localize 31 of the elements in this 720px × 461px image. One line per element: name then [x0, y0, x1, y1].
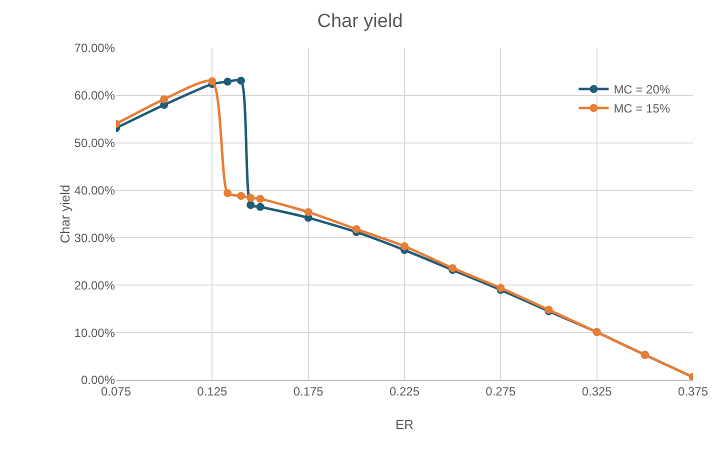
y-axis-title: Char yield: [57, 184, 72, 244]
x-axis-title: ER: [395, 417, 414, 432]
x-tick-label: 0.225: [389, 384, 420, 398]
point: [256, 202, 264, 211]
point: [246, 200, 255, 209]
y-tick-label: 70.00%: [74, 41, 116, 56]
y-tick-label: 10.00%: [74, 326, 116, 340]
point: [224, 189, 232, 198]
point: [400, 242, 408, 250]
chart-title: Char yield: [317, 11, 403, 32]
point: [160, 95, 168, 104]
y-tick-label: 60.00%: [74, 88, 116, 103]
x-tick-label: 0.125: [197, 384, 228, 398]
y-tick-label: 40.00%: [74, 183, 116, 198]
point: [256, 194, 264, 203]
x-tick-label: 0.175: [293, 384, 324, 398]
y-tick-label: 50.00%: [74, 136, 116, 150]
y-tick-label: 30.00%: [74, 230, 116, 245]
point: [352, 225, 360, 234]
point: [224, 78, 232, 86]
legend-label: MC = 15%: [614, 102, 670, 116]
point: [304, 208, 312, 216]
point: [237, 192, 246, 200]
x-tick-label: 0.275: [486, 384, 516, 398]
legend-label: MC = 20%: [614, 82, 670, 97]
x-tick-label: 0.375: [678, 384, 708, 398]
point: [246, 194, 255, 202]
x-tick-label: 0.325: [582, 384, 612, 398]
point: [208, 77, 216, 86]
point: [237, 76, 246, 85]
y-tick-label: 20.00%: [74, 278, 116, 292]
